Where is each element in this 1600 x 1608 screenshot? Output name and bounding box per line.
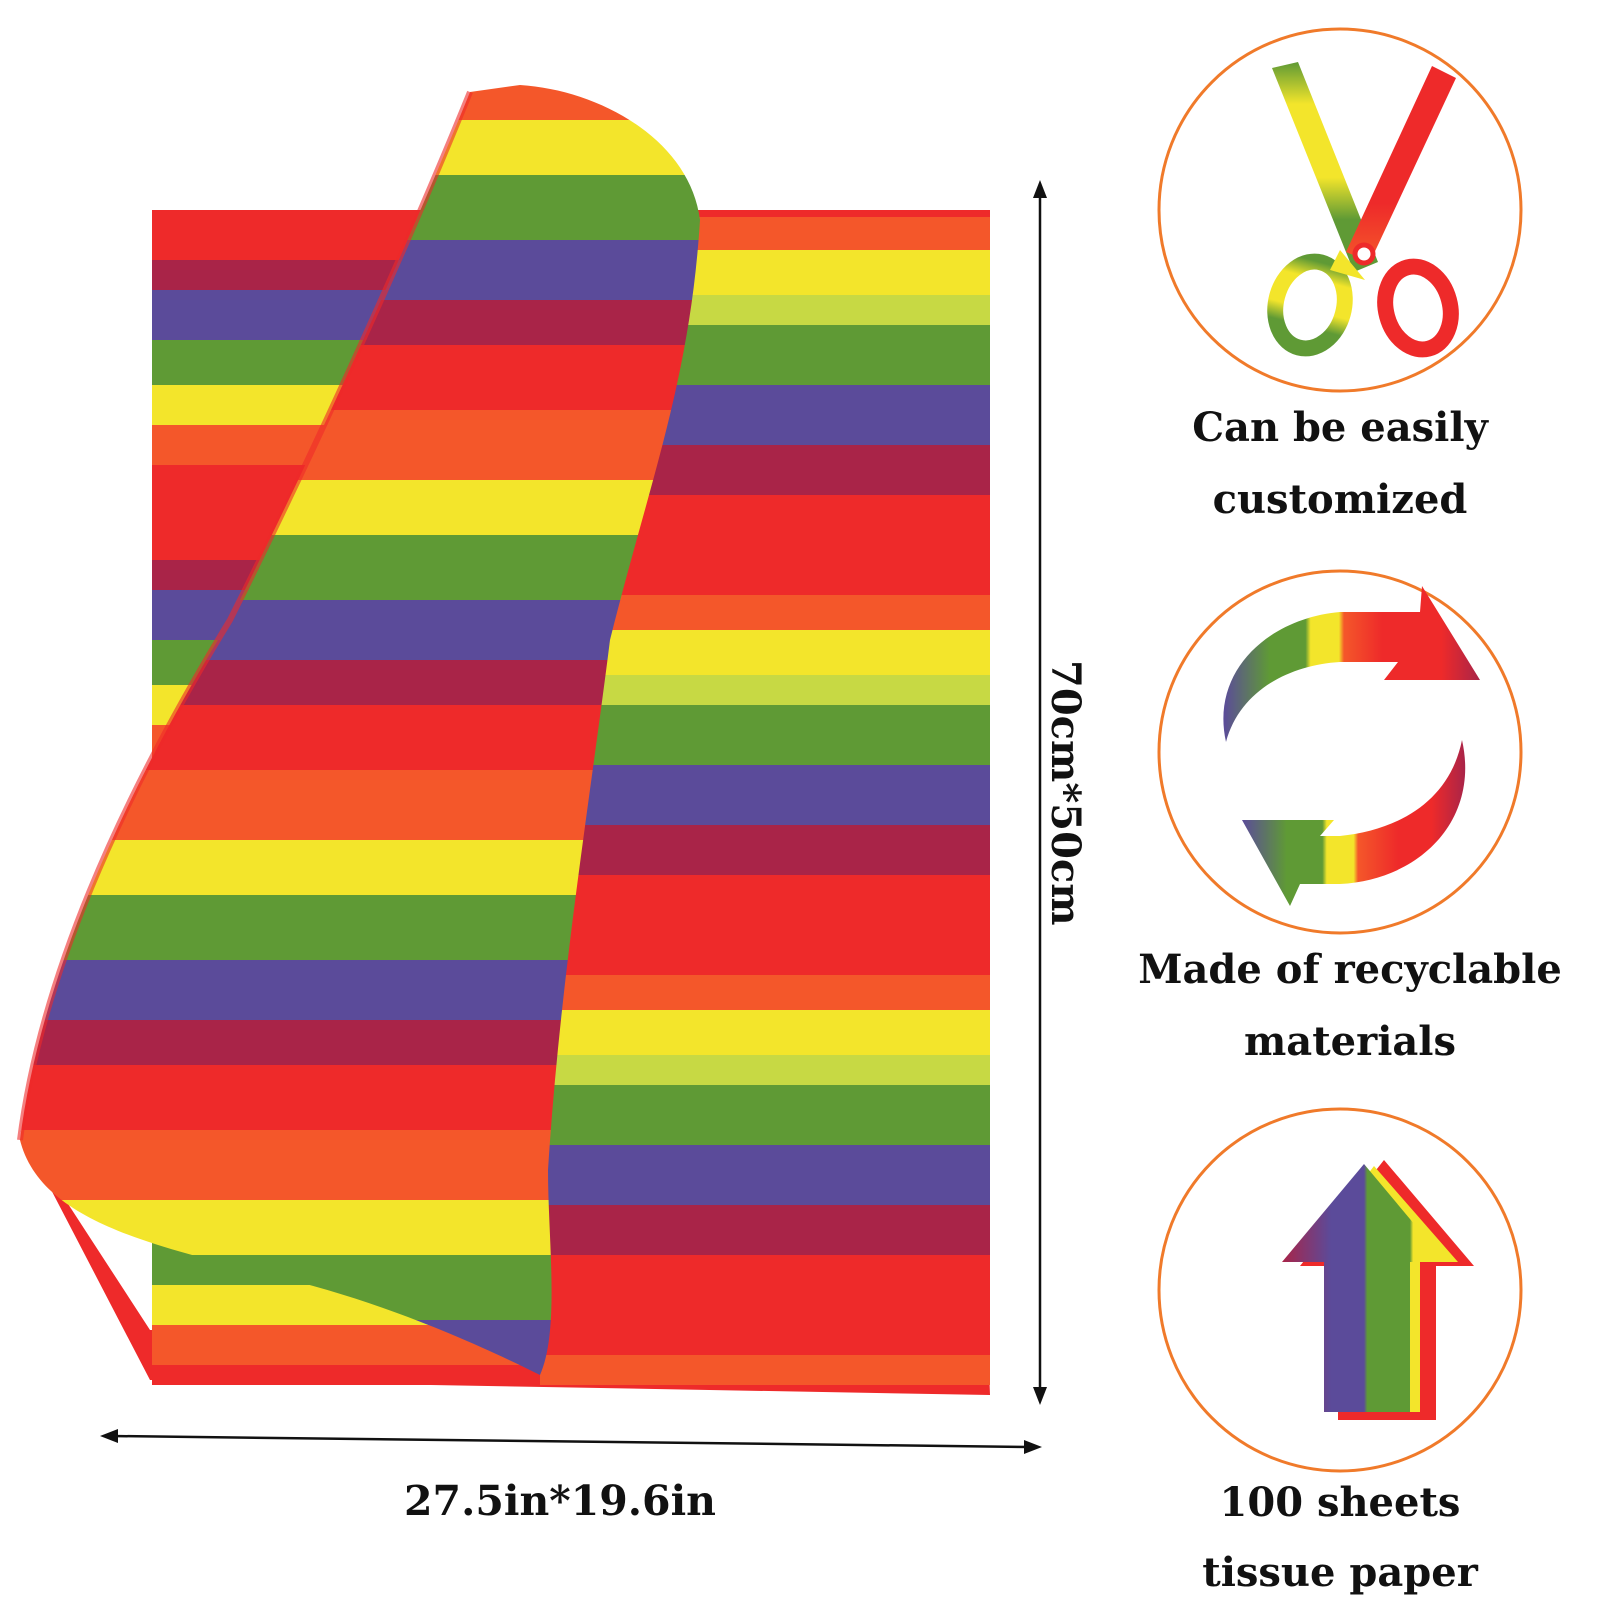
feature-label-sheets: 100 sheets tissue paper bbox=[1110, 1468, 1570, 1608]
feature-label-customize: Can be easily customized bbox=[1110, 392, 1570, 536]
tissue-paper-stack bbox=[17, 85, 990, 1395]
feature-line: Can be easily bbox=[1192, 404, 1488, 451]
width-dimension-label: 27.5in*19.6in bbox=[404, 1477, 716, 1525]
feature-line: tissue paper bbox=[1202, 1549, 1478, 1596]
feature-label-recyclable: Made of recyclable materials bbox=[1110, 934, 1590, 1078]
recycle-arrows-icon bbox=[1223, 586, 1480, 906]
front-sheet bbox=[540, 217, 990, 1385]
height-dimension-arrow bbox=[1033, 180, 1047, 1405]
feature-line: materials bbox=[1243, 1018, 1457, 1065]
width-dimension-arrow bbox=[100, 1429, 1042, 1454]
feature-ring-2 bbox=[1157, 569, 1523, 935]
feature-line: 100 sheets bbox=[1219, 1479, 1461, 1526]
height-dimension-text: 70cm*50cm bbox=[1042, 660, 1089, 926]
feature-ring-3 bbox=[1157, 1107, 1523, 1473]
up-arrow-icon bbox=[1282, 1160, 1474, 1420]
folded-sheet bbox=[20, 85, 700, 1375]
feature-ring-1 bbox=[1157, 27, 1523, 393]
feature-line: customized bbox=[1212, 476, 1468, 523]
scissors-icon bbox=[1267, 62, 1459, 358]
feature-line: Made of recyclable bbox=[1138, 946, 1562, 993]
